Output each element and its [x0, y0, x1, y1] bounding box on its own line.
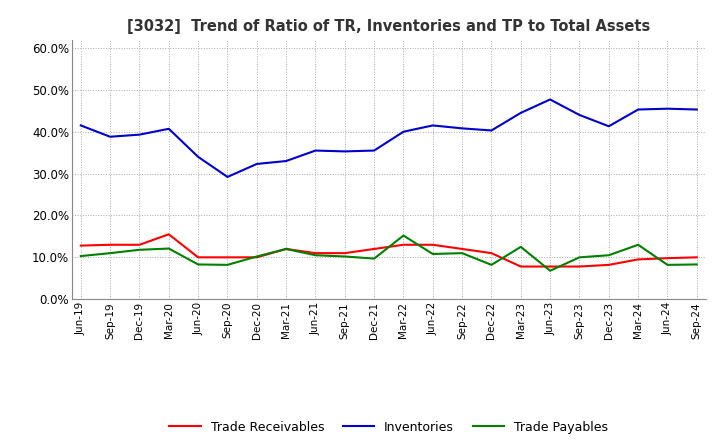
Trade Payables: [634, 242, 642, 247]
Inventories: [76, 123, 85, 128]
Trade Payables: [399, 233, 408, 238]
Trade Payables: [458, 250, 467, 256]
Trade Receivables: [516, 264, 525, 269]
Trade Payables: [546, 268, 554, 273]
Trade Receivables: [106, 242, 114, 247]
Inventories: [546, 97, 554, 102]
Trade Payables: [282, 246, 290, 252]
Inventories: [370, 148, 379, 153]
Trade Payables: [487, 262, 496, 268]
Trade Payables: [370, 256, 379, 261]
Inventories: [487, 128, 496, 133]
Trade Receivables: [399, 242, 408, 247]
Trade Receivables: [634, 257, 642, 262]
Inventories: [458, 126, 467, 131]
Trade Receivables: [253, 255, 261, 260]
Line: Inventories: Inventories: [81, 99, 697, 177]
Trade Payables: [693, 262, 701, 267]
Trade Receivables: [282, 246, 290, 252]
Inventories: [341, 149, 349, 154]
Inventories: [135, 132, 144, 137]
Title: [3032]  Trend of Ratio of TR, Inventories and TP to Total Assets: [3032] Trend of Ratio of TR, Inventories…: [127, 19, 650, 34]
Inventories: [106, 134, 114, 139]
Trade Payables: [605, 253, 613, 258]
Inventories: [575, 112, 584, 117]
Trade Receivables: [194, 255, 202, 260]
Inventories: [311, 148, 320, 153]
Trade Receivables: [458, 246, 467, 252]
Trade Receivables: [663, 256, 672, 261]
Trade Receivables: [135, 242, 144, 247]
Trade Payables: [164, 246, 173, 251]
Inventories: [164, 126, 173, 132]
Trade Receivables: [693, 255, 701, 260]
Trade Receivables: [575, 264, 584, 269]
Inventories: [634, 107, 642, 112]
Trade Payables: [428, 251, 437, 257]
Trade Payables: [341, 254, 349, 259]
Trade Receivables: [546, 264, 554, 269]
Trade Payables: [194, 262, 202, 267]
Trade Payables: [575, 255, 584, 260]
Trade Payables: [106, 250, 114, 256]
Trade Payables: [135, 247, 144, 253]
Inventories: [399, 129, 408, 134]
Trade Receivables: [223, 255, 232, 260]
Inventories: [253, 161, 261, 167]
Trade Receivables: [428, 242, 437, 247]
Inventories: [282, 158, 290, 164]
Trade Receivables: [370, 246, 379, 252]
Trade Receivables: [311, 250, 320, 256]
Inventories: [693, 107, 701, 112]
Trade Payables: [663, 262, 672, 268]
Trade Payables: [253, 254, 261, 259]
Trade Payables: [311, 253, 320, 258]
Trade Receivables: [605, 262, 613, 268]
Trade Receivables: [164, 231, 173, 237]
Line: Trade Payables: Trade Payables: [81, 235, 697, 271]
Trade Receivables: [341, 250, 349, 256]
Inventories: [663, 106, 672, 111]
Inventories: [194, 154, 202, 159]
Inventories: [516, 110, 525, 116]
Trade Receivables: [487, 250, 496, 256]
Trade Payables: [223, 262, 232, 268]
Legend: Trade Receivables, Inventories, Trade Payables: Trade Receivables, Inventories, Trade Pa…: [163, 414, 614, 440]
Trade Payables: [516, 244, 525, 249]
Inventories: [428, 123, 437, 128]
Trade Receivables: [76, 243, 85, 248]
Inventories: [605, 124, 613, 129]
Inventories: [223, 174, 232, 180]
Trade Payables: [76, 253, 85, 259]
Line: Trade Receivables: Trade Receivables: [81, 234, 697, 267]
